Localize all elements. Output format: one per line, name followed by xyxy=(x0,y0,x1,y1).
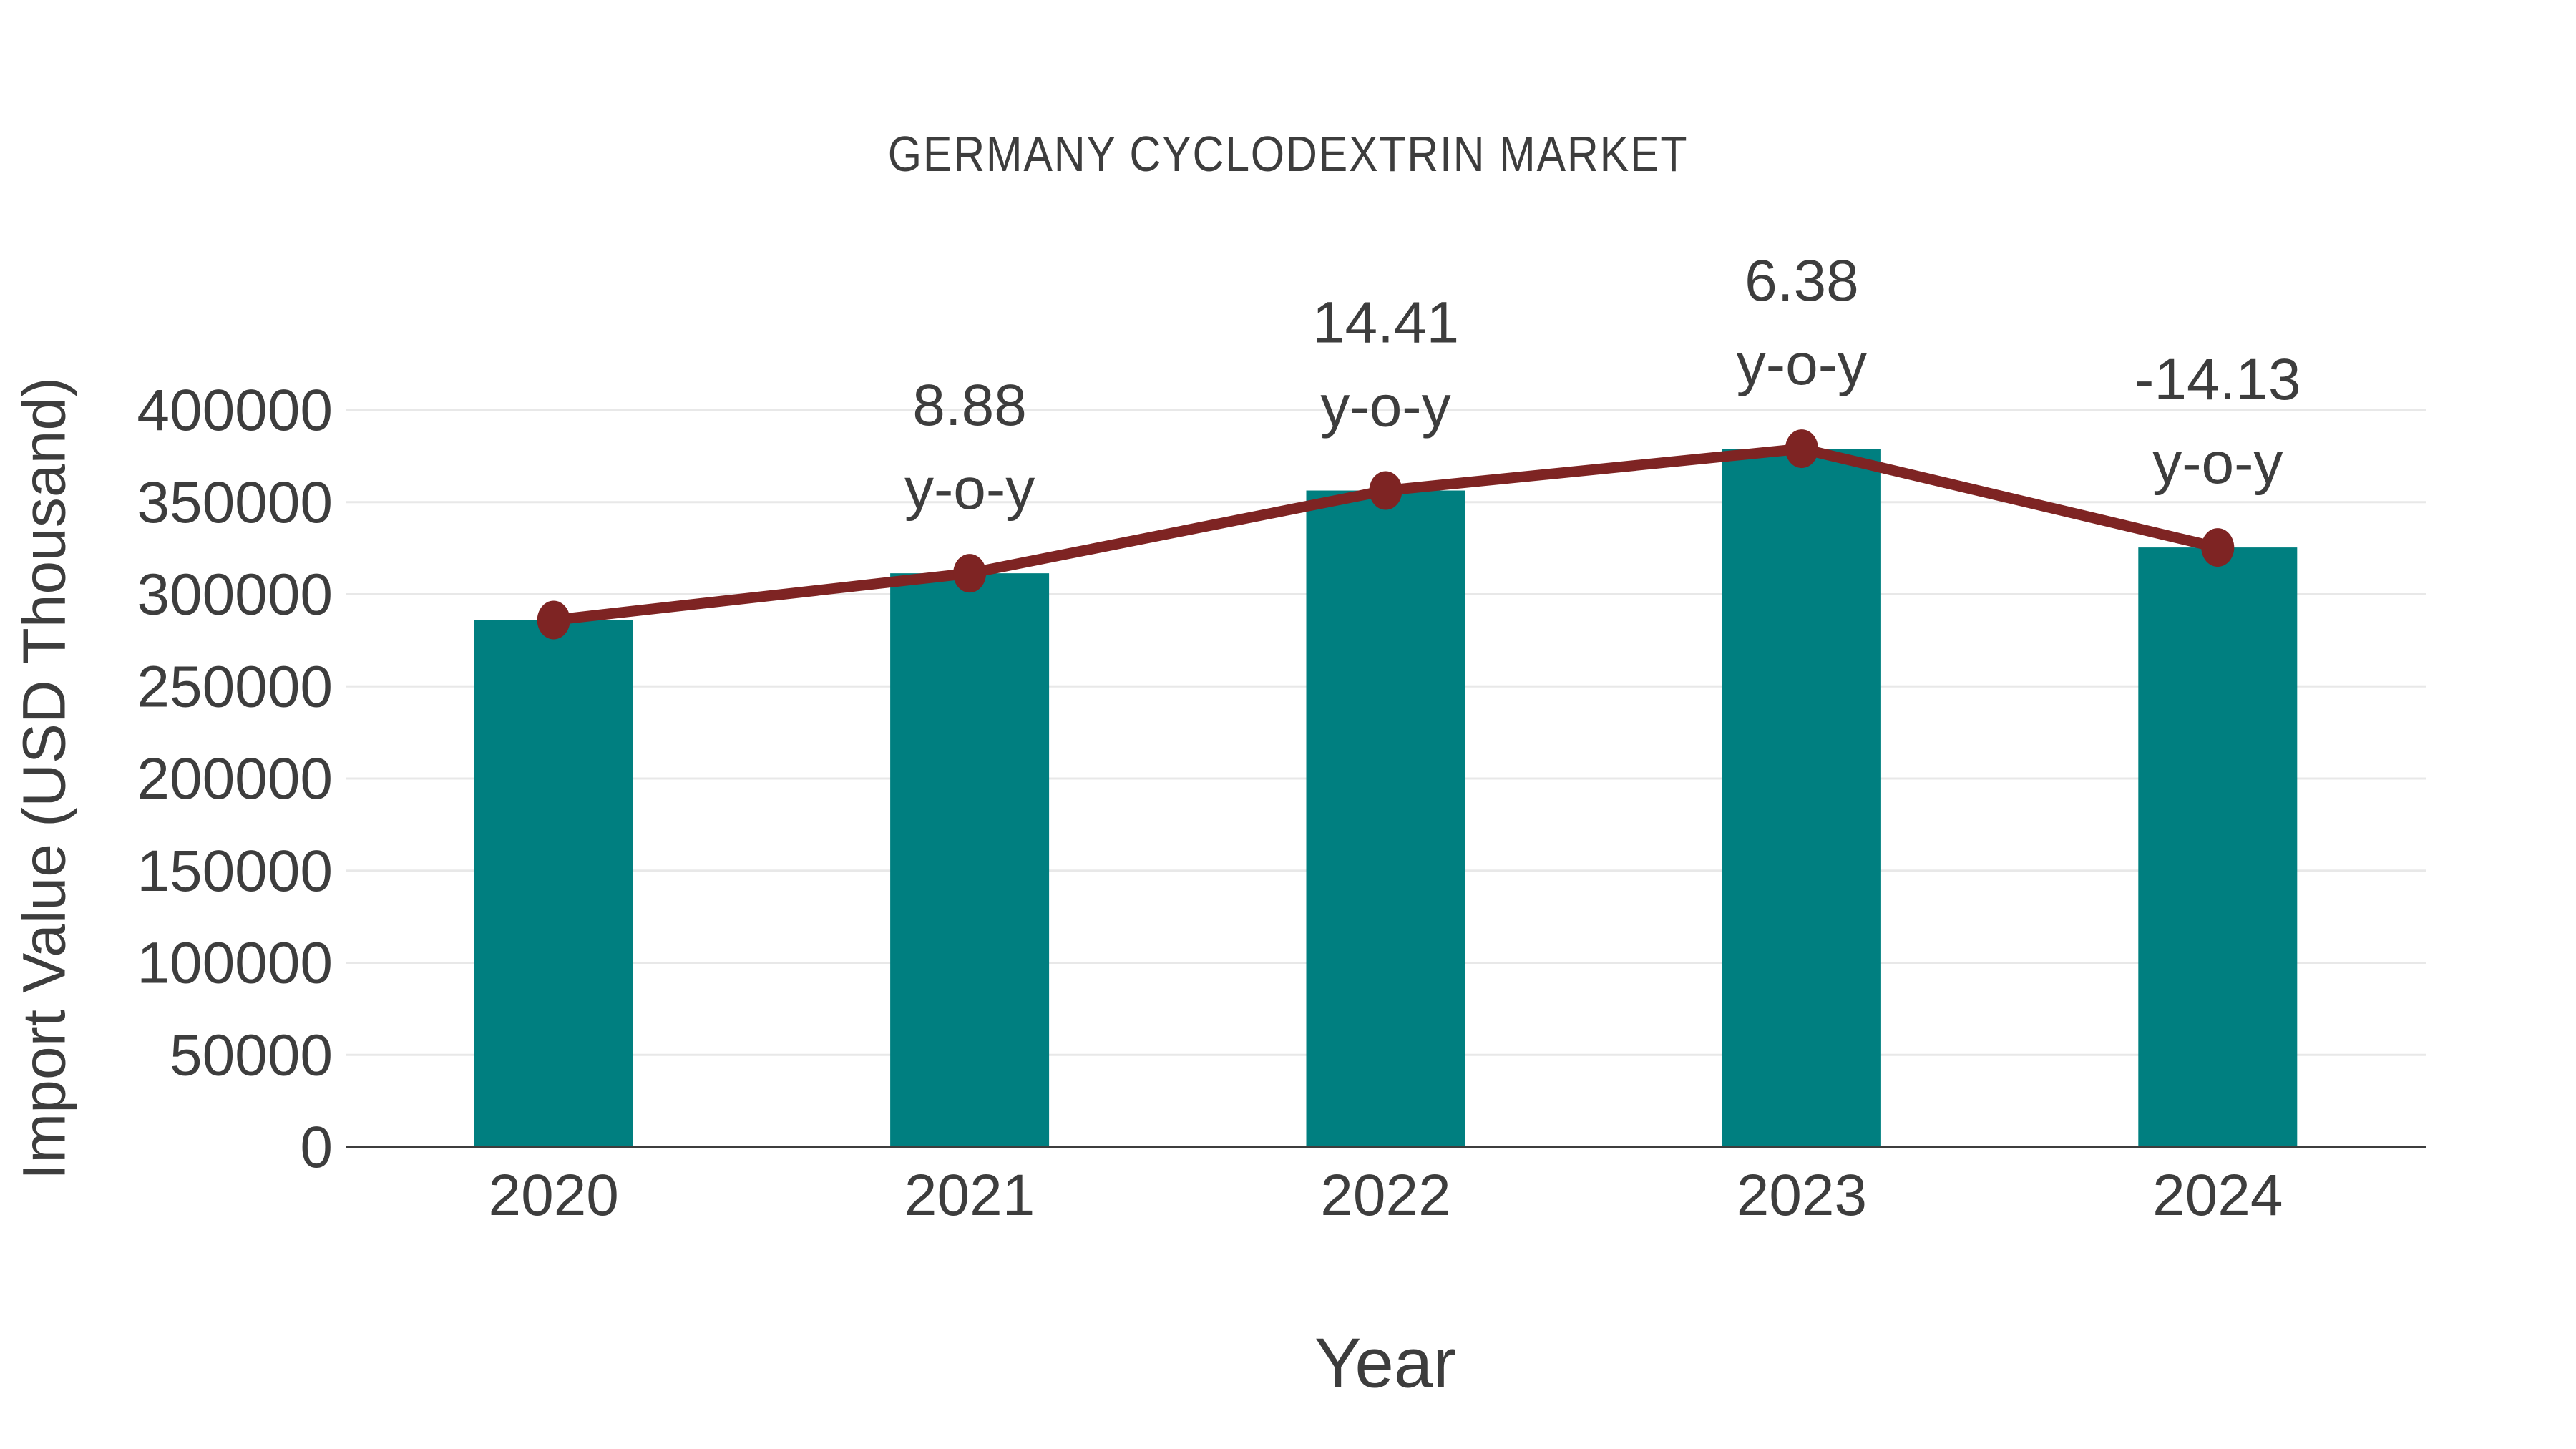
y-tick-label: 50000 xyxy=(170,1023,333,1088)
line-marker-2021 xyxy=(953,554,987,593)
y-tick-label: 0 xyxy=(300,1115,333,1180)
y-tick-label: 400000 xyxy=(137,378,333,443)
yoy-annotation-suffix: y-o-y xyxy=(904,457,1035,522)
x-tick-label: 2020 xyxy=(488,1163,618,1228)
y-tick-label: 300000 xyxy=(137,562,333,628)
yoy-annotation-value: 14.41 xyxy=(1312,291,1459,356)
chart-title: GERMANY CYCLODEXTRIN MARKET xyxy=(887,126,1689,182)
y-tick-label: 200000 xyxy=(137,746,333,811)
bar-2023 xyxy=(1722,449,1881,1147)
line-marker-2022 xyxy=(1369,471,1402,510)
line-marker-2023 xyxy=(1785,429,1818,469)
yoy-annotation-suffix: y-o-y xyxy=(2152,431,2283,496)
y-tick-label: 150000 xyxy=(137,839,333,904)
bar-2024 xyxy=(2138,547,2298,1147)
x-tick-label: 2021 xyxy=(904,1163,1035,1228)
yoy-annotation-suffix: y-o-y xyxy=(1737,332,1867,397)
bar-2021 xyxy=(890,573,1050,1147)
y-tick-label: 250000 xyxy=(137,654,333,719)
line-marker-2020 xyxy=(537,600,570,640)
bar-2020 xyxy=(474,620,633,1147)
yoy-annotation-value: 6.38 xyxy=(1745,248,1859,313)
x-tick-label: 2024 xyxy=(2152,1163,2283,1228)
x-axis-title: Year xyxy=(1314,1323,1457,1402)
yoy-annotation-value: -14.13 xyxy=(2135,347,2301,412)
y-axis-title: Import Value (USD Thousand) xyxy=(10,376,78,1181)
yoy-annotation-value: 8.88 xyxy=(912,373,1027,438)
y-tick-label: 350000 xyxy=(137,470,333,535)
yoy-annotation-suffix: y-o-y xyxy=(1320,374,1450,439)
y-tick-label: 100000 xyxy=(137,931,333,996)
line-marker-2024 xyxy=(2201,528,2235,567)
x-tick-label: 2022 xyxy=(1320,1163,1450,1228)
bar-2022 xyxy=(1306,490,1465,1147)
x-tick-label: 2023 xyxy=(1737,1163,1867,1228)
